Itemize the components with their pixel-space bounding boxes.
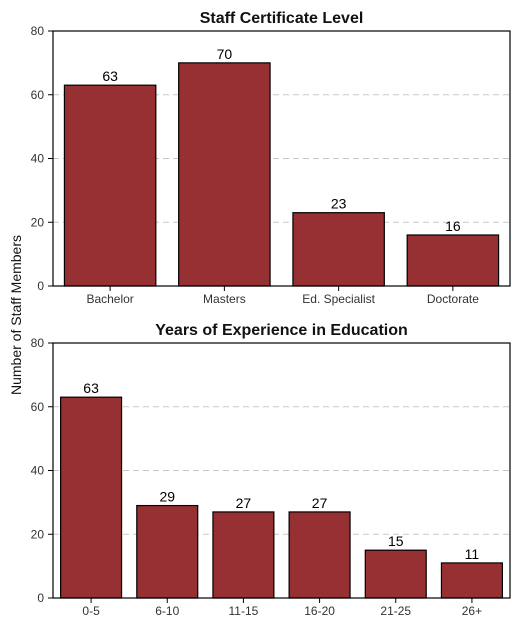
bar — [440, 562, 503, 599]
data-label: 16 — [445, 218, 461, 234]
x-tick-label: Ed. Specialist — [302, 292, 375, 306]
x-tick-label: 0-5 — [82, 604, 100, 617]
data-label: 23 — [331, 196, 347, 212]
data-label: 27 — [312, 495, 328, 511]
years-experience-chart: Years of Experience in Education 0 20 40 60 8… — [31, 322, 511, 617]
data-label: 29 — [159, 489, 175, 505]
plot-frame — [52, 30, 511, 287]
bar — [406, 234, 500, 287]
y-tick-label: 20 — [31, 215, 45, 229]
bar — [60, 396, 123, 599]
x-tick-label: Masters — [203, 292, 246, 306]
x-tick-label: 21-25 — [380, 604, 411, 617]
chart-title: Staff Certificate Level — [200, 10, 364, 27]
shared-y-axis-label: Number of Staff Members — [8, 235, 24, 395]
bar — [63, 84, 157, 287]
data-label: 63 — [102, 68, 118, 84]
bar — [292, 212, 385, 287]
y-tick-label: 20 — [31, 527, 45, 541]
bar — [288, 511, 351, 599]
y-tick-label: 0 — [37, 591, 44, 605]
data-label: 15 — [388, 533, 404, 549]
bar — [212, 511, 275, 599]
y-tick-label: 80 — [31, 336, 45, 350]
x-tick-label: 6-10 — [155, 604, 179, 617]
y-tick-label: 40 — [31, 152, 45, 166]
plot-frame — [52, 342, 511, 599]
y-tick-label: 80 — [31, 24, 45, 38]
bar — [136, 504, 199, 599]
y-tick-label: 60 — [31, 88, 45, 102]
x-tick-label: 11-15 — [229, 604, 259, 617]
data-label: 63 — [83, 380, 99, 396]
staff-certificate-chart: Staff Certificate Level 0 20 40 60 80 63 Bachel… — [31, 10, 511, 306]
data-label: 70 — [217, 46, 233, 62]
x-tick-label: 16-20 — [304, 604, 335, 617]
bar — [364, 549, 427, 599]
y-tick-label: 0 — [37, 279, 44, 293]
bar — [178, 62, 271, 287]
chart-title: Years of Experience in Education — [155, 322, 408, 339]
x-tick-label: Doctorate — [427, 292, 479, 306]
x-tick-label: 26+ — [462, 604, 482, 617]
y-tick-label: 60 — [31, 400, 45, 414]
data-label: 11 — [465, 546, 480, 562]
data-label: 27 — [236, 495, 252, 511]
x-tick-label: Bachelor — [86, 292, 133, 306]
y-tick-label: 40 — [31, 464, 45, 478]
